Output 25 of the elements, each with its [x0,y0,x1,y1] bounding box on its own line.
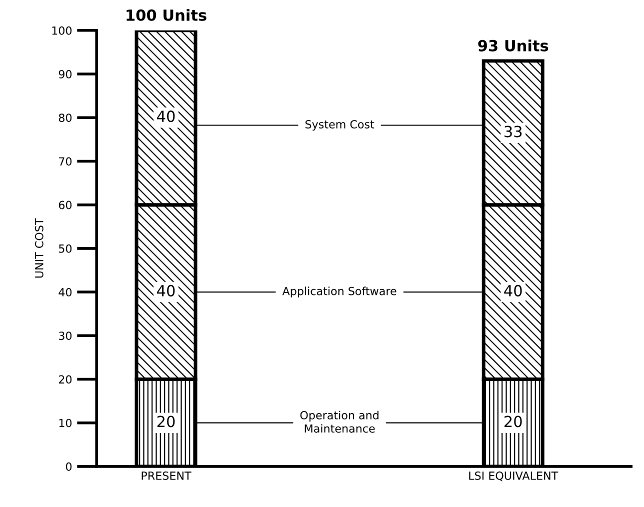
data-label: 40 [504,284,522,296]
y-tick-label: 0 [66,462,72,471]
y-tick-label: 10 [59,418,72,428]
y-tick-label: 20 [58,375,72,384]
data-label: 40 [157,110,175,122]
text: Operation and Maintenance [300,410,378,433]
y-tick-label: 90 [58,70,72,78]
data-label: 20 [504,416,522,428]
x-tick-label: PRESENT [142,471,192,480]
y-tick-label: 50 [59,244,72,253]
text: System Cost [305,120,374,131]
text: Application Software [282,286,396,298]
data-label: 40 [157,284,175,296]
total-label: 93 Units [478,40,548,52]
total-label: 100 Units [126,9,206,21]
y-tick-label: 80 [58,114,72,122]
y-tick-label: 100 [52,26,72,35]
y-tick-label: 70 [59,157,72,166]
y-tick-label: 40 [58,288,72,296]
y-tick-label: 30 [59,332,72,340]
x-tick-label: LSI EQUIVALENT [469,471,558,482]
y-axis-title: UNIT COST [34,218,44,278]
y-tick-label: 60 [58,200,72,210]
data-label: 20 [157,416,175,428]
data-label: 33 [504,126,522,138]
